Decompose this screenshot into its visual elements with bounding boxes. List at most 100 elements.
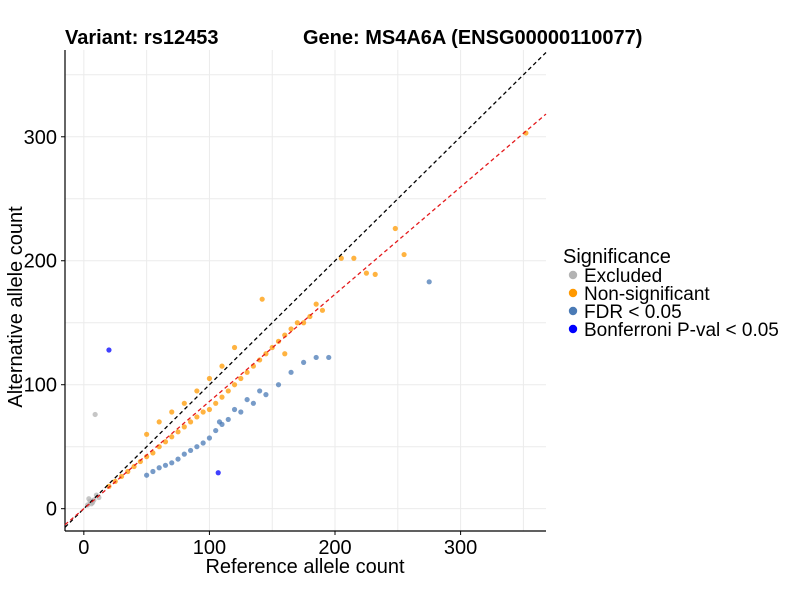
data-point xyxy=(275,338,282,344)
data-point xyxy=(275,382,282,388)
data-point xyxy=(200,440,206,446)
data-point xyxy=(156,465,162,471)
data-point xyxy=(156,419,162,425)
data-point xyxy=(288,326,294,332)
data-point xyxy=(181,451,187,457)
data-point xyxy=(351,255,357,261)
data-point xyxy=(326,354,332,361)
data-point xyxy=(213,400,219,406)
data-point xyxy=(144,472,150,478)
legend-label: Excluded xyxy=(584,266,662,287)
legend-swatch xyxy=(568,306,578,316)
data-point xyxy=(200,409,206,415)
data-point xyxy=(257,357,263,363)
data-point xyxy=(86,496,92,502)
gene-title: Gene: MS4A6A (ENSG00000110077) xyxy=(303,27,642,49)
data-point xyxy=(175,429,181,435)
data-point xyxy=(194,388,200,394)
legend-swatch xyxy=(568,270,578,280)
legend-swatch xyxy=(568,324,578,334)
data-point xyxy=(372,271,378,277)
x-tick-label: 200 xyxy=(318,537,351,559)
data-point xyxy=(259,296,265,302)
data-point xyxy=(363,270,370,276)
data-point xyxy=(150,468,156,475)
data-point xyxy=(162,462,169,468)
data-point xyxy=(225,416,231,423)
data-point xyxy=(231,382,238,388)
y-tick-label: 0 xyxy=(46,499,57,521)
data-point xyxy=(144,454,150,460)
data-points xyxy=(85,130,529,508)
data-point xyxy=(144,431,150,437)
data-point xyxy=(319,307,326,313)
x-tick-label: 0 xyxy=(78,537,89,559)
data-point xyxy=(244,396,250,403)
data-point xyxy=(282,351,288,357)
data-point xyxy=(162,439,169,445)
data-point xyxy=(301,320,307,326)
fit-reference-line xyxy=(64,113,547,526)
data-point xyxy=(169,460,175,466)
data-point xyxy=(231,344,238,351)
data-point xyxy=(181,424,187,430)
data-point xyxy=(225,388,231,394)
data-point xyxy=(231,406,238,413)
y-tick-label: 200 xyxy=(24,251,57,273)
tick-labels: 0 100 200 300 0 100 200 300 xyxy=(24,127,478,559)
legend-title: Significance xyxy=(563,246,671,268)
data-point xyxy=(338,255,344,261)
data-point xyxy=(92,411,98,418)
y-tick-label: 100 xyxy=(24,375,57,397)
data-point xyxy=(169,409,175,415)
data-point xyxy=(257,388,263,394)
data-point xyxy=(288,369,294,375)
data-point xyxy=(181,400,187,406)
data-point xyxy=(244,369,250,375)
data-point xyxy=(206,406,213,413)
x-tick-label: 300 xyxy=(444,537,477,559)
data-point xyxy=(213,427,219,434)
legend-label: FDR < 0.05 xyxy=(584,302,682,323)
data-point xyxy=(106,347,112,353)
data-point xyxy=(219,363,225,369)
data-point xyxy=(169,434,175,440)
data-point xyxy=(426,279,432,285)
data-point xyxy=(401,251,407,258)
axes xyxy=(64,50,546,532)
data-point xyxy=(301,359,307,366)
legend: Significance ExcludedNon-significantFDR … xyxy=(563,246,779,341)
plot-panel: 0 100 200 300 0 100 200 300 xyxy=(24,50,547,559)
data-point xyxy=(206,375,213,382)
legend-swatch xyxy=(568,288,578,298)
data-point xyxy=(206,435,213,441)
x-axis-title: Reference allele count xyxy=(205,556,404,578)
data-point xyxy=(194,414,200,420)
data-point xyxy=(194,444,200,450)
data-point xyxy=(175,456,181,462)
data-point xyxy=(392,225,398,232)
data-point xyxy=(238,409,244,415)
data-point xyxy=(250,400,256,406)
data-point xyxy=(216,419,223,425)
data-point xyxy=(187,419,194,425)
data-point xyxy=(263,392,269,398)
reference-lines xyxy=(64,52,547,528)
data-point xyxy=(313,301,319,307)
data-point xyxy=(187,447,194,454)
data-point xyxy=(313,354,319,361)
y-tick-label: 300 xyxy=(24,127,57,149)
identity-reference-line xyxy=(64,52,547,528)
variant-title: Variant: rs12453 xyxy=(65,27,218,49)
legend-label: Non-significant xyxy=(584,284,710,305)
x-tick-label: 100 xyxy=(193,537,226,559)
data-point xyxy=(137,458,143,465)
data-point xyxy=(215,470,221,476)
data-point xyxy=(238,375,244,382)
data-point xyxy=(294,320,300,326)
grid-lines xyxy=(65,50,546,531)
data-point xyxy=(219,394,225,400)
legend-label: Bonferroni P-val < 0.05 xyxy=(584,320,779,341)
